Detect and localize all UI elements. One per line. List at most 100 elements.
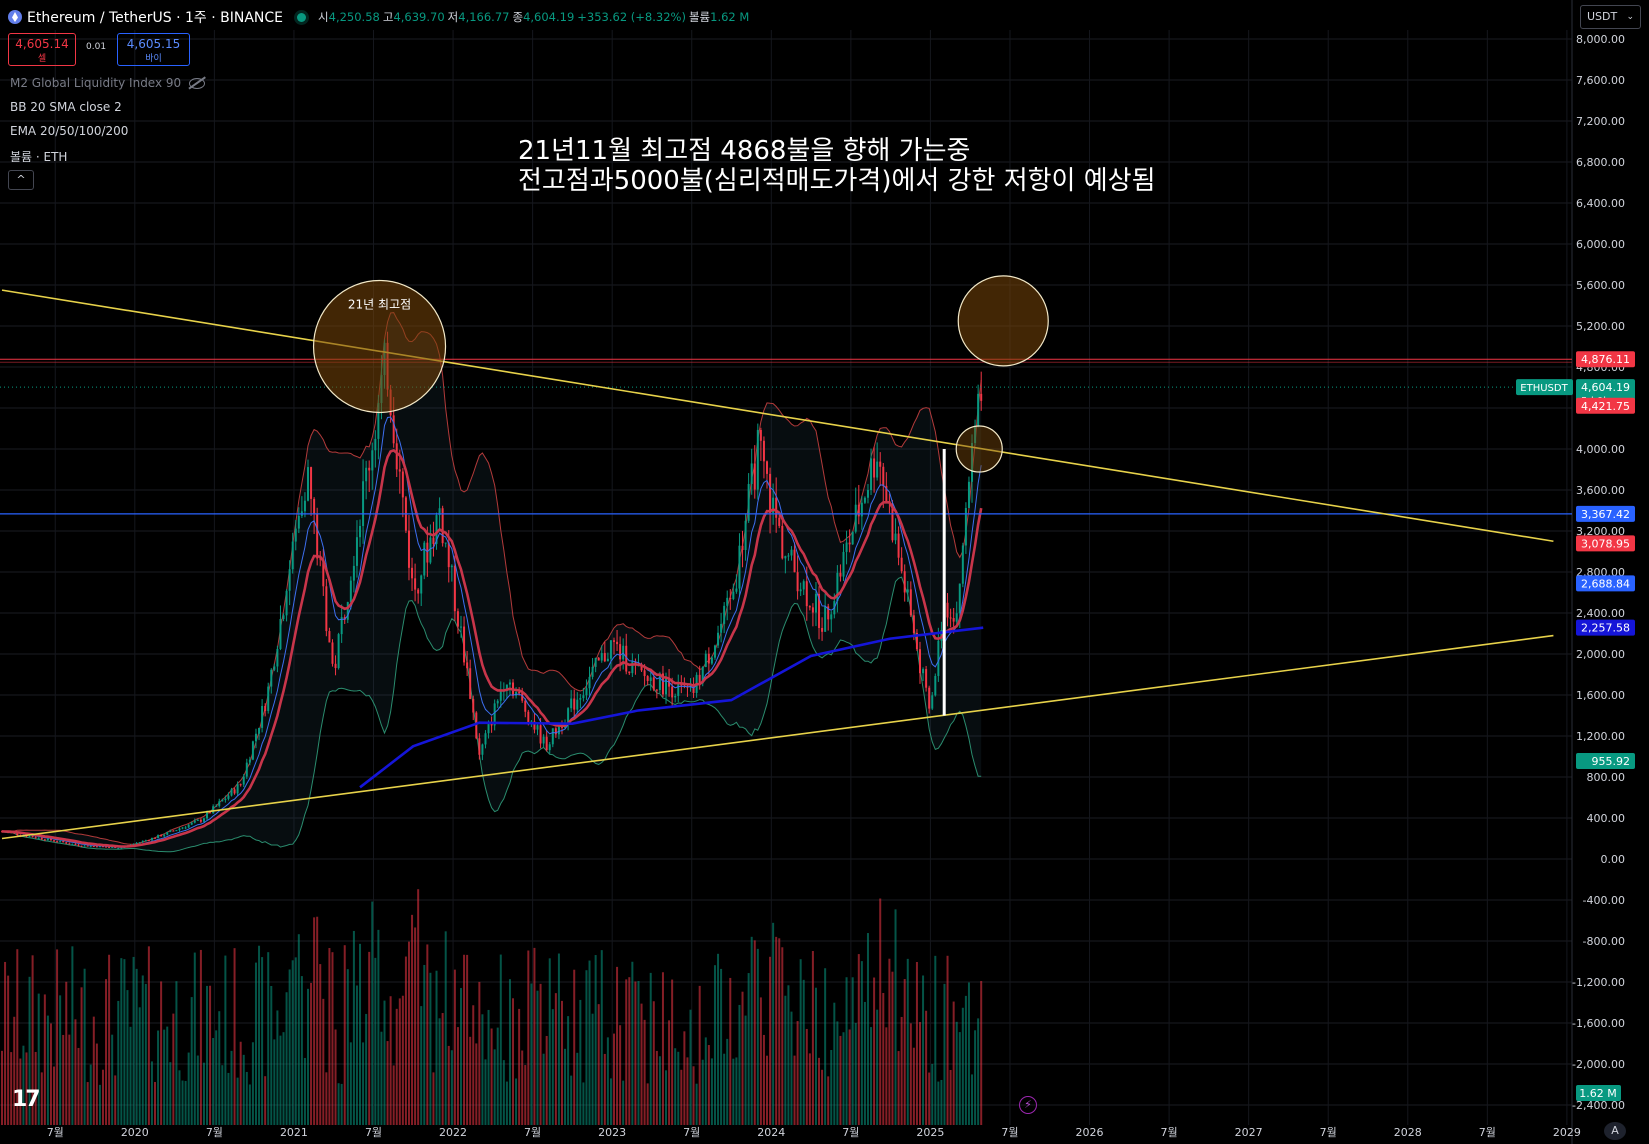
volume-bar bbox=[481, 1014, 484, 1125]
volume-bar bbox=[753, 940, 756, 1125]
volume-bar bbox=[334, 1029, 337, 1125]
candle-body bbox=[160, 835, 163, 837]
indicator-bb[interactable]: BB 20 SMA close 2 bbox=[10, 100, 122, 114]
candle-body bbox=[83, 845, 86, 847]
candle-body bbox=[16, 833, 19, 836]
volume-bar bbox=[591, 1013, 594, 1125]
candle-body bbox=[622, 645, 625, 660]
volume-bar bbox=[729, 977, 732, 1125]
price-tick-label: 2,400.00 bbox=[1576, 607, 1625, 620]
candle-body bbox=[655, 689, 658, 691]
candle-body bbox=[53, 840, 56, 842]
candle-body bbox=[141, 840, 144, 843]
breakout-circle[interactable] bbox=[955, 425, 1003, 473]
candle-body bbox=[294, 528, 297, 542]
volume-bar bbox=[524, 1065, 527, 1125]
candle-body bbox=[68, 843, 71, 845]
price-tick-label: 8,000.00 bbox=[1576, 33, 1625, 46]
candle-body bbox=[790, 549, 793, 556]
volume-bar bbox=[77, 1047, 80, 1125]
ath-circle[interactable] bbox=[312, 279, 447, 414]
ascending-trendline[interactable] bbox=[1, 634, 1554, 840]
volume-bar bbox=[242, 1054, 245, 1125]
volume-bar bbox=[759, 997, 762, 1125]
candle-body bbox=[472, 698, 475, 713]
target-circle[interactable] bbox=[957, 275, 1049, 367]
volume-bar bbox=[163, 1029, 166, 1125]
candle-body bbox=[873, 458, 876, 478]
candle-body bbox=[661, 673, 664, 695]
auto-scale-button[interactable]: A bbox=[1604, 1122, 1626, 1140]
volume-bar bbox=[120, 958, 123, 1125]
volume-bar bbox=[472, 1005, 475, 1125]
volume-bar bbox=[906, 958, 909, 1125]
time-axis[interactable]: 7월 2020 7월 2021 7월 2022 7월 2023 7월 2024 7월 2025 7월 20… bbox=[47, 1126, 1581, 1139]
volume-bar bbox=[698, 985, 701, 1125]
candle-body bbox=[135, 842, 138, 844]
candle-body bbox=[108, 846, 111, 848]
candle-body bbox=[481, 744, 484, 755]
candle-body bbox=[906, 589, 909, 593]
candle-body bbox=[735, 588, 738, 592]
lightning-icon[interactable]: ⚡ bbox=[1019, 1096, 1037, 1114]
indicator-m2[interactable]: M2 Global Liquidity Index 90 bbox=[10, 76, 206, 90]
indicator-ema[interactable]: EMA 20/50/100/200 bbox=[10, 124, 129, 138]
currency-select[interactable]: USDT ⌄ bbox=[1580, 5, 1641, 29]
volume-bar bbox=[331, 952, 334, 1125]
symbol-tag-box bbox=[1516, 379, 1573, 396]
volume-bar bbox=[450, 1050, 453, 1125]
tradingview-logo-icon[interactable]: 17 bbox=[12, 1087, 41, 1112]
candle-body bbox=[713, 645, 716, 658]
descending-trendline[interactable] bbox=[1, 289, 1554, 543]
volume-bar bbox=[560, 1000, 563, 1125]
market-status-dot[interactable] bbox=[297, 12, 307, 22]
volume-bar bbox=[686, 1057, 689, 1125]
candle-body bbox=[723, 605, 726, 624]
volume-bar bbox=[264, 1076, 267, 1125]
candle-body bbox=[665, 678, 668, 695]
candle-body bbox=[221, 799, 224, 802]
volume-bar bbox=[940, 1079, 943, 1125]
volume-bar bbox=[325, 1072, 328, 1125]
volume-bar bbox=[769, 956, 772, 1125]
candle-body bbox=[236, 784, 239, 794]
volume-bars bbox=[1, 889, 983, 1125]
collapse-legend-button[interactable]: ^ bbox=[8, 170, 34, 190]
volume-bar bbox=[922, 975, 925, 1125]
candle-body bbox=[827, 606, 830, 620]
candle-body bbox=[542, 736, 545, 744]
indicator-volume[interactable]: 볼륨 · ETH bbox=[10, 150, 68, 164]
volume-bar bbox=[493, 1049, 496, 1125]
sell-button[interactable]: 4,605.14 셀 bbox=[8, 33, 76, 66]
candle-body bbox=[533, 721, 536, 730]
candle-body bbox=[184, 827, 187, 829]
volume-bar bbox=[218, 1011, 221, 1125]
candle-body bbox=[588, 676, 591, 689]
volume-bar bbox=[37, 993, 40, 1125]
volume-bar bbox=[150, 1061, 153, 1125]
volume-bar bbox=[157, 1030, 160, 1125]
candle-body bbox=[450, 565, 453, 568]
candle-body bbox=[579, 698, 582, 700]
eye-crossed-icon[interactable] bbox=[189, 78, 206, 89]
candle-body bbox=[759, 429, 762, 441]
candle-body bbox=[432, 537, 435, 544]
time-tick-label: 2023 bbox=[598, 1126, 626, 1139]
chart-annotation-text[interactable]: 21년11월 최고점 4868불을 향해 가는중 전고점과5000불(심리적매도… bbox=[518, 136, 1156, 196]
symbol-title[interactable]: Ethereum / TetherUS · 1주 · BINANCE bbox=[27, 10, 284, 26]
volume-bar bbox=[512, 998, 515, 1125]
candle-body bbox=[585, 688, 588, 696]
candle-body bbox=[453, 565, 456, 612]
ohlc-volume: 볼륨1.62 M bbox=[688, 10, 750, 24]
price-axis[interactable]: 8,000.00 7,600.00 7,200.00 6,800.00 6,400.00… bbox=[1572, 33, 1625, 1112]
candle-body bbox=[922, 669, 925, 674]
candle-body bbox=[86, 845, 89, 847]
buy-button[interactable]: 4,605.15 바이 bbox=[117, 33, 190, 66]
candle-body bbox=[193, 820, 196, 823]
volume-bar bbox=[606, 1037, 609, 1125]
volume-bar bbox=[796, 1021, 799, 1125]
candle-body bbox=[71, 843, 74, 845]
candle-body bbox=[288, 569, 291, 591]
candle-body bbox=[576, 699, 579, 710]
